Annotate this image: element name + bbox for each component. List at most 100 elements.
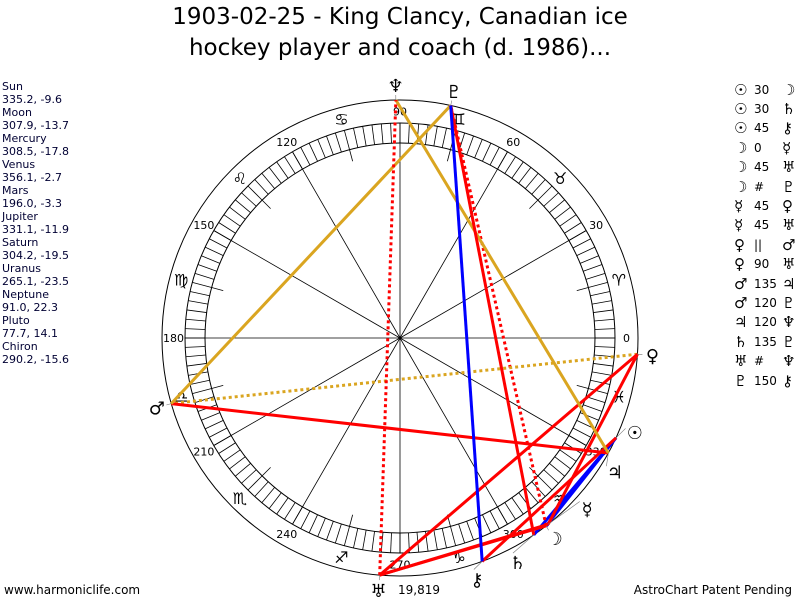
degree-tick [254, 481, 269, 497]
planet-position: 331.1, -11.9 [2, 223, 69, 236]
planet-name: Sun [2, 80, 23, 93]
planet-position-list: Sun 335.2, -9.6 Moon 307.9, -13.7 Mercury 308… [2, 80, 69, 366]
sun-glyph-icon: ☉ [627, 423, 643, 444]
degree-tick [482, 514, 492, 534]
degree-tick [194, 272, 215, 280]
degree-tick [482, 142, 492, 162]
aspect-row: ♂ 135 ♃ [734, 274, 795, 293]
degree-tick [284, 156, 296, 174]
aspect-row: ☽ # ♇ [734, 177, 795, 196]
degree-tick [284, 502, 296, 520]
degree-tick [229, 206, 246, 220]
planet-glyph-icon: ♅ [734, 352, 748, 371]
planet-glyph-icon: ☿ [782, 138, 792, 157]
degree-tick [511, 161, 524, 179]
planet-position: 307.9, -13.7 [2, 119, 69, 132]
degree-tick [190, 291, 210, 297]
glyph-leader-line [512, 534, 534, 554]
planet-glyph-icon: ♇ [782, 332, 796, 351]
planet-glyph-icon: ♀ [734, 235, 745, 254]
zodiac-sign-icon: ♏ [233, 489, 247, 508]
aspect-value: 45 [754, 160, 770, 175]
degree-tick [390, 123, 392, 144]
planet-glyph-icon: ☽ [734, 158, 748, 177]
planet-glyph-icon: ♀ [734, 255, 745, 274]
degree-tick [543, 469, 559, 484]
degree-tick [185, 354, 206, 358]
degree-tick [197, 264, 217, 272]
aspect-row: ♃ 120 ♆ [734, 313, 795, 332]
degree-tick [585, 396, 606, 404]
house-spoke [399, 337, 508, 525]
degree-tick [241, 469, 257, 484]
aspect-value: 120 [754, 295, 777, 310]
planet-glyph-icon: ♅ [782, 216, 796, 235]
degree-label: 30 [589, 219, 603, 232]
degree-tick [201, 412, 220, 421]
degree-tick [326, 521, 334, 541]
aspect-line-uranus-neptune [378, 99, 398, 576]
patent-notice: AstroChart Patent Pending [633, 583, 792, 597]
aspect-value: 45 [754, 199, 770, 214]
degree-tick [511, 497, 524, 515]
glyph-leader-line [166, 403, 172, 406]
aspect-line-venus-uranus [378, 353, 639, 577]
degree-tick [192, 281, 212, 288]
aspect-line-pluto-chiron [449, 105, 484, 562]
degree-tick [559, 449, 577, 462]
degree-tick [334, 523, 342, 544]
planet-position: 335.2, -9.6 [2, 93, 62, 106]
planet-glyph-icon: ♆ [782, 313, 796, 332]
planet-glyph-icon: ☉ [734, 100, 748, 119]
planet-name: Venus [2, 158, 36, 171]
planet-glyph-icon: ♃ [734, 313, 748, 332]
degree-tick [588, 388, 608, 395]
planet-glyph-icon: ♄ [734, 332, 748, 351]
degree-tick [554, 206, 571, 220]
planet-glyph-icon: ♅ [782, 255, 796, 274]
minor-tick [446, 149, 451, 162]
planet-glyph-icon: ♅ [782, 158, 796, 177]
aspect-row: ☿ 45 ♅ [734, 216, 795, 235]
website-link[interactable]: www.harmoniclife.com [4, 583, 141, 597]
degree-tick [583, 404, 603, 412]
planet-name: Mercury [2, 132, 47, 145]
degree-tick [276, 497, 289, 515]
degree-label: 120 [276, 136, 297, 149]
aspect-line-jupiter-neptune [394, 99, 610, 454]
degree-tick [543, 192, 559, 207]
mars-glyph-icon: ♂ [149, 399, 165, 420]
degree-tick [554, 456, 571, 470]
planet-glyph-icon: ♀ [782, 197, 793, 216]
degree-tick [549, 463, 565, 477]
aspect-line-mercury-uranus [379, 522, 549, 577]
degree-tick [254, 179, 269, 195]
aspect-value: 45 [754, 121, 770, 136]
planet-position: 290.2, -15.6 [2, 353, 69, 366]
house-spoke [292, 151, 401, 339]
outer-circle [161, 99, 639, 577]
house-spoke [292, 337, 401, 525]
zodiac-sign-icon: ♍ [174, 270, 188, 289]
degree-tick [433, 529, 438, 550]
degree-tick [247, 185, 263, 201]
degree-tick [241, 192, 257, 207]
planet-position: 196.0, -3.3 [2, 197, 62, 210]
degree-tick [308, 142, 318, 162]
degree-tick [261, 487, 275, 503]
degree-tick [518, 167, 532, 184]
degree-tick [504, 156, 516, 174]
aspect-row: ♅ # ♆ [734, 351, 795, 370]
minor-tick [211, 287, 224, 292]
degree-tick [300, 147, 311, 166]
planet-position: 91.0, 22.3 [2, 301, 58, 314]
aspect-row: ♂ 120 ♇ [734, 293, 795, 312]
degree-tick [317, 518, 326, 537]
degree-tick [247, 475, 263, 491]
planet-name: Pluto [2, 314, 30, 327]
glyph-leader-line [547, 501, 580, 525]
aspect-line-sun-chiron [481, 436, 618, 563]
aspect-value: 150 [754, 373, 777, 388]
degree-tick [362, 529, 367, 550]
degree-tick [572, 238, 591, 249]
